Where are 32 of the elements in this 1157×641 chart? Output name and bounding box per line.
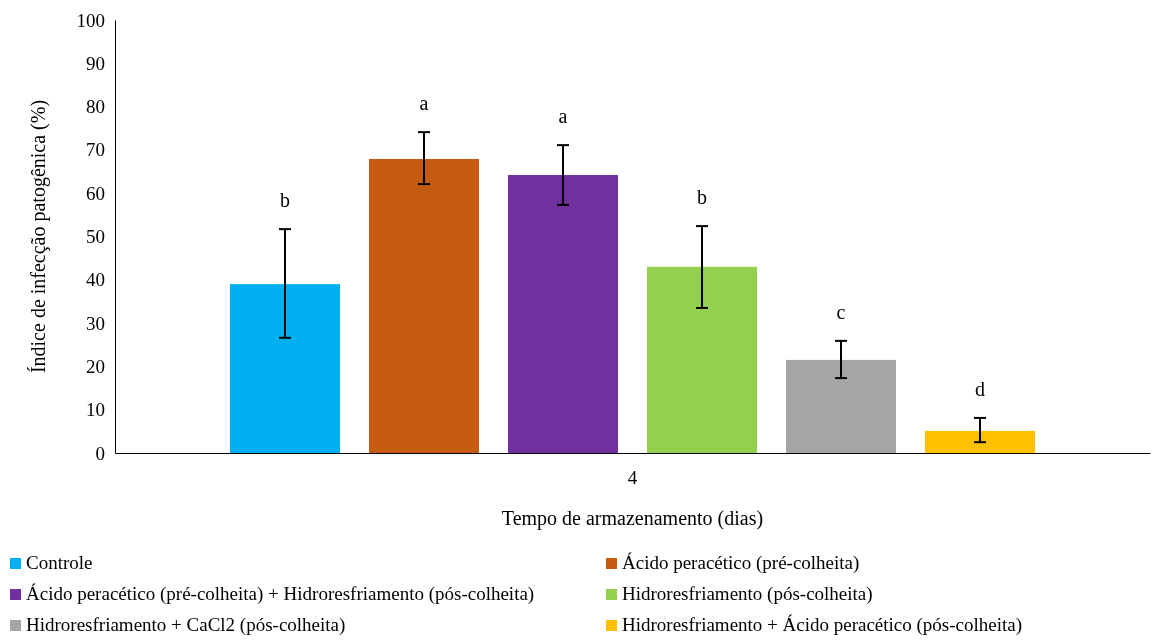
y-tick-label: 40 — [86, 269, 105, 291]
y-axis-title: Índice de infecção patogênica (%) — [27, 99, 50, 374]
legend-label: Hidroresfriamento (pós-colheita) — [622, 583, 873, 605]
annotation: b — [697, 186, 707, 209]
bar — [786, 359, 896, 453]
x-axis-title: Tempo de armazenamento (dias) — [501, 507, 764, 530]
annotation: b — [280, 189, 290, 212]
legend-label: Hidroresfriamento + Ácido peracético (pós-colheita) — [622, 614, 1023, 636]
y-tick-label: 80 — [86, 96, 105, 118]
legend-label: Hidroresfriamento + CaCl2 (pós-colheita) — [26, 614, 346, 636]
bar — [508, 175, 618, 453]
y-tick-label: 100 — [76, 9, 105, 31]
legend-label: Ácido peracético (pré-colheita) — [622, 552, 860, 574]
annotation: a — [558, 105, 568, 128]
y-tick-label: 60 — [86, 182, 105, 204]
bar — [925, 430, 1035, 453]
annotation: a — [419, 92, 429, 115]
y-tick-label: 90 — [86, 52, 105, 74]
x-tick-label: 4 — [627, 467, 638, 489]
y-tick-label: 30 — [86, 312, 105, 334]
y-tick-label: 20 — [86, 355, 105, 377]
annotation: c — [836, 300, 846, 323]
annotation: d — [975, 377, 985, 400]
y-tick-label: 0 — [95, 442, 105, 464]
legend-label: Controle — [26, 552, 93, 573]
legend-label: Ácido peracético (pré-colheita) + Hidroresfriamento (pós-colheita) — [26, 583, 535, 605]
y-tick-label: 10 — [86, 399, 105, 421]
bar — [647, 266, 757, 453]
bar — [369, 158, 479, 453]
y-tick-label: 70 — [86, 139, 105, 161]
bar — [230, 284, 340, 453]
y-tick-label: 50 — [86, 226, 105, 248]
